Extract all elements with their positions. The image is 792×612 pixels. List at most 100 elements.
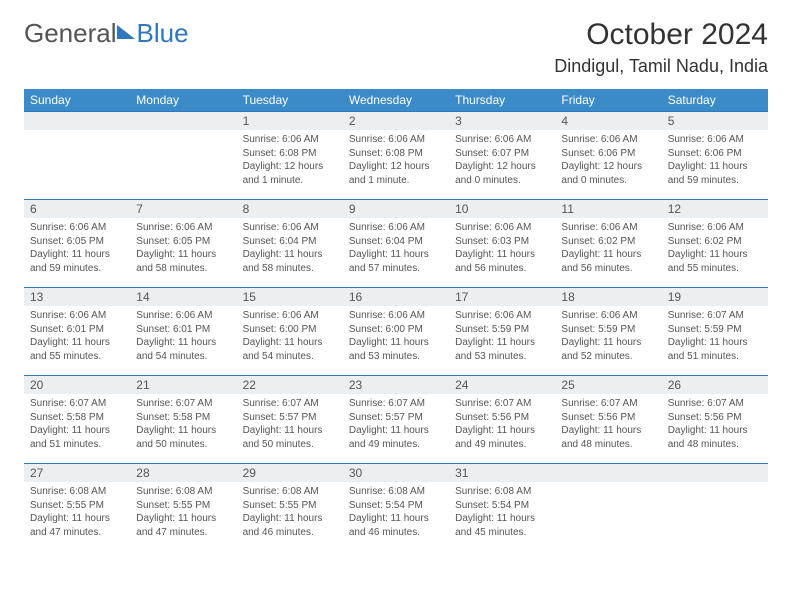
day-detail: Sunrise: 6:06 AMSunset: 5:59 PMDaylight:… <box>555 306 661 366</box>
day-number: 13 <box>24 288 130 306</box>
brand-text-1: General <box>24 18 117 49</box>
sunset-text: Sunset: 6:06 PM <box>561 147 655 161</box>
sunset-text: Sunset: 6:00 PM <box>349 323 443 337</box>
calendar-cell: 9Sunrise: 6:06 AMSunset: 6:04 PMDaylight… <box>343 200 449 288</box>
sunrise-text: Sunrise: 6:06 AM <box>561 133 655 147</box>
day-detail: Sunrise: 6:06 AMSunset: 6:02 PMDaylight:… <box>662 218 768 278</box>
brand-logo: General Blue <box>24 18 189 49</box>
day-number: 30 <box>343 464 449 482</box>
sunrise-text: Sunrise: 6:06 AM <box>668 133 762 147</box>
calendar-cell: 10Sunrise: 6:06 AMSunset: 6:03 PMDayligh… <box>449 200 555 288</box>
calendar-week-row: 13Sunrise: 6:06 AMSunset: 6:01 PMDayligh… <box>24 288 768 376</box>
calendar-week-row: 20Sunrise: 6:07 AMSunset: 5:58 PMDayligh… <box>24 376 768 464</box>
calendar-cell: 12Sunrise: 6:06 AMSunset: 6:02 PMDayligh… <box>662 200 768 288</box>
sunset-text: Sunset: 5:55 PM <box>136 499 230 513</box>
calendar-table: SundayMondayTuesdayWednesdayThursdayFrid… <box>24 89 768 552</box>
calendar-week-row: 27Sunrise: 6:08 AMSunset: 5:55 PMDayligh… <box>24 464 768 552</box>
sunrise-text: Sunrise: 6:08 AM <box>136 485 230 499</box>
sunrise-text: Sunrise: 6:07 AM <box>243 397 337 411</box>
day-detail: Sunrise: 6:06 AMSunset: 6:08 PMDaylight:… <box>343 130 449 190</box>
calendar-cell: 24Sunrise: 6:07 AMSunset: 5:56 PMDayligh… <box>449 376 555 464</box>
day-detail: Sunrise: 6:06 AMSunset: 6:00 PMDaylight:… <box>237 306 343 366</box>
day-detail: Sunrise: 6:06 AMSunset: 6:01 PMDaylight:… <box>130 306 236 366</box>
day-detail: Sunrise: 6:06 AMSunset: 6:06 PMDaylight:… <box>555 130 661 190</box>
sunrise-text: Sunrise: 6:06 AM <box>455 133 549 147</box>
day-number: 7 <box>130 200 236 218</box>
day-detail: Sunrise: 6:06 AMSunset: 6:02 PMDaylight:… <box>555 218 661 278</box>
sunrise-text: Sunrise: 6:07 AM <box>668 397 762 411</box>
day-number: 25 <box>555 376 661 394</box>
sunrise-text: Sunrise: 6:07 AM <box>455 397 549 411</box>
sunset-text: Sunset: 5:58 PM <box>30 411 124 425</box>
day-number: 9 <box>343 200 449 218</box>
calendar-cell: 25Sunrise: 6:07 AMSunset: 5:56 PMDayligh… <box>555 376 661 464</box>
sunset-text: Sunset: 5:54 PM <box>349 499 443 513</box>
day-number: 2 <box>343 112 449 130</box>
day-detail: Sunrise: 6:06 AMSunset: 6:04 PMDaylight:… <box>343 218 449 278</box>
daylight-text: Daylight: 11 hours and 54 minutes. <box>136 336 230 363</box>
location: Dindigul, Tamil Nadu, India <box>554 56 768 77</box>
day-detail: Sunrise: 6:06 AMSunset: 5:59 PMDaylight:… <box>449 306 555 366</box>
sunset-text: Sunset: 6:06 PM <box>668 147 762 161</box>
day-number: 28 <box>130 464 236 482</box>
day-number-empty <box>130 112 236 130</box>
calendar-week-row: 6Sunrise: 6:06 AMSunset: 6:05 PMDaylight… <box>24 200 768 288</box>
daylight-text: Daylight: 11 hours and 58 minutes. <box>136 248 230 275</box>
sunrise-text: Sunrise: 6:06 AM <box>668 221 762 235</box>
calendar-cell <box>130 112 236 200</box>
sunrise-text: Sunrise: 6:06 AM <box>30 221 124 235</box>
day-detail: Sunrise: 6:08 AMSunset: 5:55 PMDaylight:… <box>237 482 343 542</box>
day-header: Tuesday <box>237 89 343 112</box>
day-header: Monday <box>130 89 236 112</box>
sunset-text: Sunset: 5:56 PM <box>668 411 762 425</box>
sunrise-text: Sunrise: 6:06 AM <box>349 221 443 235</box>
sunset-text: Sunset: 5:56 PM <box>561 411 655 425</box>
day-detail: Sunrise: 6:07 AMSunset: 5:56 PMDaylight:… <box>662 394 768 454</box>
daylight-text: Daylight: 11 hours and 46 minutes. <box>349 512 443 539</box>
daylight-text: Daylight: 11 hours and 48 minutes. <box>668 424 762 451</box>
sunrise-text: Sunrise: 6:06 AM <box>243 133 337 147</box>
calendar-cell <box>24 112 130 200</box>
calendar-cell <box>662 464 768 552</box>
daylight-text: Daylight: 11 hours and 46 minutes. <box>243 512 337 539</box>
calendar-cell: 8Sunrise: 6:06 AMSunset: 6:04 PMDaylight… <box>237 200 343 288</box>
calendar-cell: 1Sunrise: 6:06 AMSunset: 6:08 PMDaylight… <box>237 112 343 200</box>
day-number: 12 <box>662 200 768 218</box>
day-header: Thursday <box>449 89 555 112</box>
day-detail: Sunrise: 6:07 AMSunset: 5:59 PMDaylight:… <box>662 306 768 366</box>
day-number: 22 <box>237 376 343 394</box>
calendar-cell: 19Sunrise: 6:07 AMSunset: 5:59 PMDayligh… <box>662 288 768 376</box>
day-number: 4 <box>555 112 661 130</box>
sunrise-text: Sunrise: 6:06 AM <box>30 309 124 323</box>
daylight-text: Daylight: 11 hours and 56 minutes. <box>561 248 655 275</box>
daylight-text: Daylight: 11 hours and 47 minutes. <box>30 512 124 539</box>
day-number-empty <box>24 112 130 130</box>
daylight-text: Daylight: 11 hours and 49 minutes. <box>455 424 549 451</box>
calendar-cell: 4Sunrise: 6:06 AMSunset: 6:06 PMDaylight… <box>555 112 661 200</box>
calendar-cell: 15Sunrise: 6:06 AMSunset: 6:00 PMDayligh… <box>237 288 343 376</box>
daylight-text: Daylight: 12 hours and 1 minute. <box>243 160 337 187</box>
sunrise-text: Sunrise: 6:06 AM <box>243 221 337 235</box>
calendar-cell: 11Sunrise: 6:06 AMSunset: 6:02 PMDayligh… <box>555 200 661 288</box>
sunset-text: Sunset: 5:55 PM <box>30 499 124 513</box>
calendar-week-row: 1Sunrise: 6:06 AMSunset: 6:08 PMDaylight… <box>24 112 768 200</box>
daylight-text: Daylight: 11 hours and 57 minutes. <box>349 248 443 275</box>
sunset-text: Sunset: 5:57 PM <box>243 411 337 425</box>
sunset-text: Sunset: 6:02 PM <box>561 235 655 249</box>
calendar-cell <box>555 464 661 552</box>
sunset-text: Sunset: 6:02 PM <box>668 235 762 249</box>
title-block: October 2024 Dindigul, Tamil Nadu, India <box>554 18 768 77</box>
daylight-text: Daylight: 11 hours and 55 minutes. <box>668 248 762 275</box>
day-number: 11 <box>555 200 661 218</box>
calendar-cell: 29Sunrise: 6:08 AMSunset: 5:55 PMDayligh… <box>237 464 343 552</box>
calendar-body: 1Sunrise: 6:06 AMSunset: 6:08 PMDaylight… <box>24 112 768 552</box>
daylight-text: Daylight: 11 hours and 49 minutes. <box>349 424 443 451</box>
sunset-text: Sunset: 6:00 PM <box>243 323 337 337</box>
sunrise-text: Sunrise: 6:06 AM <box>561 309 655 323</box>
day-number: 31 <box>449 464 555 482</box>
day-number: 21 <box>130 376 236 394</box>
sunset-text: Sunset: 6:04 PM <box>243 235 337 249</box>
sunset-text: Sunset: 6:05 PM <box>136 235 230 249</box>
day-detail: Sunrise: 6:06 AMSunset: 6:00 PMDaylight:… <box>343 306 449 366</box>
sunrise-text: Sunrise: 6:08 AM <box>243 485 337 499</box>
